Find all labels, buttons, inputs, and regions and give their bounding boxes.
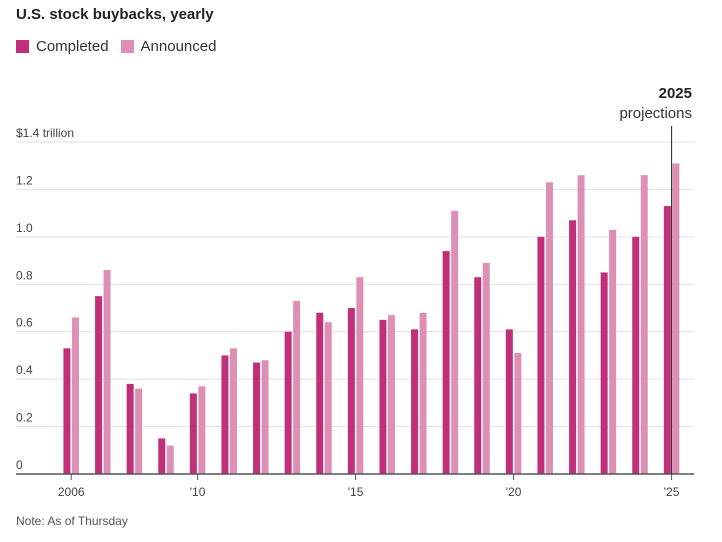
bar-completed xyxy=(158,438,166,474)
bar-completed xyxy=(379,319,387,474)
bar-completed xyxy=(126,383,134,474)
bar-announced xyxy=(609,229,617,474)
legend-item-completed: Completed xyxy=(16,38,109,55)
bar-completed xyxy=(63,348,71,474)
x-tick-label: '15 xyxy=(348,485,364,499)
bar-announced xyxy=(514,353,522,474)
bar-completed xyxy=(600,272,608,474)
bar-announced xyxy=(451,210,459,474)
bar-announced xyxy=(166,445,174,474)
bar-announced xyxy=(672,163,680,475)
x-tick-label: '20 xyxy=(506,485,522,499)
legend: Completed Announced xyxy=(16,38,228,55)
bar-completed xyxy=(505,329,513,474)
legend-item-announced: Announced xyxy=(120,38,217,55)
bar-announced xyxy=(261,360,269,474)
label-layer: 0 0.2 0.4 0.6 0.8 1.0 1.2 $1.4 trillion 2006 '10 '… xyxy=(16,85,692,499)
y-tick-label: 0.6 xyxy=(16,316,33,330)
grid-layer xyxy=(16,141,694,428)
bar-announced xyxy=(545,182,553,475)
bar-announced xyxy=(293,300,301,474)
legend-label-announced: Announced xyxy=(140,38,217,55)
legend-swatch-completed xyxy=(16,40,29,53)
bar-completed xyxy=(537,236,545,474)
bar-announced xyxy=(103,270,111,474)
y-tick-label: 0.4 xyxy=(16,363,33,377)
chart-title: U.S. stock buybacks, yearly xyxy=(16,6,214,23)
bar-announced xyxy=(135,388,143,474)
bar-completed xyxy=(189,393,197,474)
bar-completed xyxy=(316,312,324,474)
bar-announced xyxy=(419,312,427,474)
legend-swatch-announced xyxy=(120,40,134,53)
y-tick-label: 0.8 xyxy=(16,268,33,282)
bar-completed xyxy=(474,277,482,474)
bar-announced xyxy=(229,348,237,474)
bar-announced xyxy=(71,317,79,474)
bar-announced xyxy=(577,175,585,474)
bar-announced xyxy=(324,322,332,474)
axis-layer xyxy=(16,126,694,480)
bar-completed xyxy=(347,308,355,474)
bar-announced xyxy=(356,277,364,474)
y-tick-label: $1.4 trillion xyxy=(16,126,74,140)
bar-completed xyxy=(569,220,577,474)
bar-completed xyxy=(411,329,419,474)
bar-layer xyxy=(63,163,680,475)
chart-note: Note: As of Thursday xyxy=(16,514,128,528)
x-tick-label: '10 xyxy=(190,485,206,499)
bar-completed xyxy=(95,296,103,474)
y-tick-label: 0.2 xyxy=(16,411,33,425)
x-tick-label: '25 xyxy=(664,485,680,499)
projection-year-label: 2025 xyxy=(659,85,692,102)
bar-announced xyxy=(640,175,648,474)
bar-completed xyxy=(221,355,229,474)
x-tick-label: 2006 xyxy=(58,485,85,499)
bar-completed xyxy=(284,331,292,474)
y-tick-label: 1.2 xyxy=(16,173,33,187)
bar-completed xyxy=(663,206,671,474)
bar-completed xyxy=(632,236,640,474)
bar-announced xyxy=(387,315,395,474)
y-tick-label: 0 xyxy=(16,458,23,472)
y-tick-label: 1.0 xyxy=(16,221,33,235)
bar-announced xyxy=(482,262,490,474)
bar-completed xyxy=(442,251,450,474)
bar-announced xyxy=(198,386,206,474)
bar-completed xyxy=(253,362,261,474)
legend-label-completed: Completed xyxy=(36,38,109,55)
projection-text-label: projections xyxy=(619,105,692,122)
